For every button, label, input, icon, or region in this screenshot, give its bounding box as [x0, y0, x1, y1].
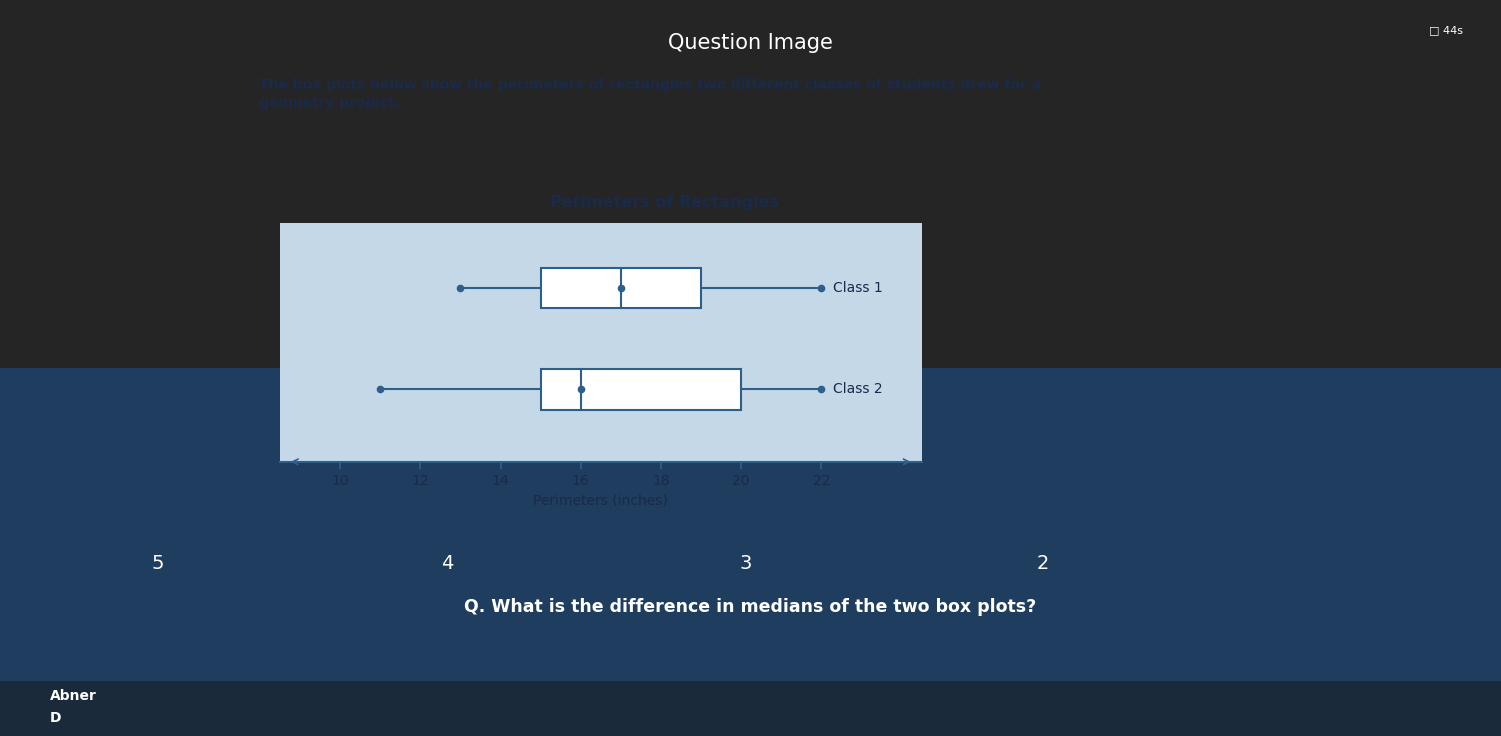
Text: 4: 4: [441, 553, 453, 573]
Text: Class 1: Class 1: [833, 281, 883, 295]
Text: Perimeters of Rectangles: Perimeters of Rectangles: [551, 195, 779, 210]
Text: Class 2: Class 2: [833, 383, 883, 397]
Text: Abner: Abner: [50, 688, 96, 703]
Text: 2: 2: [1037, 553, 1049, 573]
Text: Question Image: Question Image: [668, 33, 833, 53]
Text: Q. What is the difference in medians of the two box plots?: Q. What is the difference in medians of …: [464, 598, 1037, 616]
Bar: [540, 369, 741, 410]
Bar: [540, 268, 701, 308]
Text: The box plots below show the perimeters of rectangles two different classes of s: The box plots below show the perimeters …: [258, 78, 1040, 110]
Text: □ 44s: □ 44s: [1429, 26, 1463, 36]
X-axis label: Perimeters (inches): Perimeters (inches): [533, 493, 668, 507]
Text: 5: 5: [152, 553, 164, 573]
Text: D: D: [50, 710, 62, 725]
Text: 3: 3: [740, 553, 752, 573]
